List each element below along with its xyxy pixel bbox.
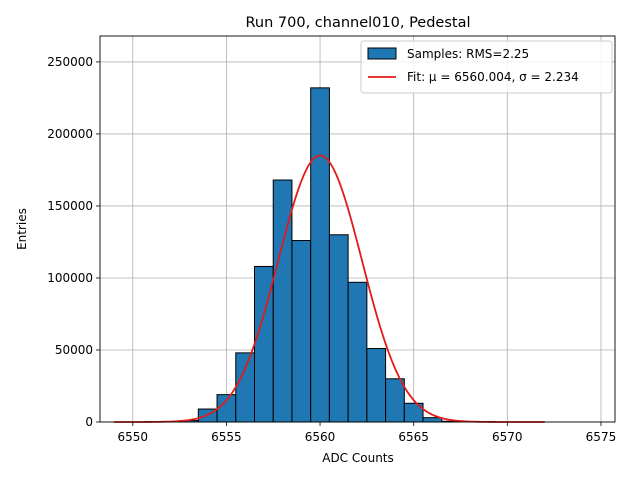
y-axis: 0 50000 100000 150000 200000 250000 — [47, 55, 100, 429]
y-tick-label: 200000 — [47, 127, 93, 141]
histogram-bar — [422, 417, 443, 423]
legend-samples-label: Samples: RMS=2.25 — [407, 47, 529, 61]
x-axis-label: ADC Counts — [322, 451, 394, 465]
x-tick-label: 6560 — [305, 430, 336, 444]
x-tick-label: 6550 — [117, 430, 148, 444]
histogram-bar — [328, 234, 349, 423]
x-tick-label: 6565 — [398, 430, 429, 444]
legend-samples-swatch — [367, 47, 397, 60]
x-tick-label: 6570 — [492, 430, 523, 444]
legend-box — [360, 40, 613, 94]
histogram-bar — [235, 352, 255, 423]
x-axis: 6550 6555 6560 6565 6570 6575 — [117, 422, 616, 444]
histogram-bar — [291, 240, 312, 423]
histogram-bar — [385, 378, 405, 423]
histogram-bar — [310, 87, 330, 423]
y-tick-label: 0 — [85, 415, 93, 429]
chart-title: Run 700, channel010, Pedestal — [245, 15, 470, 31]
y-tick-label: 250000 — [47, 55, 93, 69]
x-tick-label: 6575 — [586, 430, 617, 444]
histogram-bars — [179, 87, 462, 423]
legend: Samples: RMS=2.25 Fit: μ = 6560.004, σ =… — [360, 40, 613, 94]
y-axis-label: Entries — [15, 208, 29, 250]
y-tick-label: 150000 — [47, 199, 93, 213]
plot-frame — [99, 35, 616, 423]
legend-fit-label: Fit: μ = 6560.004, σ = 2.234 — [407, 70, 579, 84]
histogram-bar — [216, 394, 237, 423]
histogram-bar — [347, 281, 368, 423]
histogram-bar — [366, 348, 387, 423]
x-tick-label: 6555 — [211, 430, 242, 444]
y-tick-label: 50000 — [55, 343, 93, 357]
y-tick-label: 100000 — [47, 271, 93, 285]
